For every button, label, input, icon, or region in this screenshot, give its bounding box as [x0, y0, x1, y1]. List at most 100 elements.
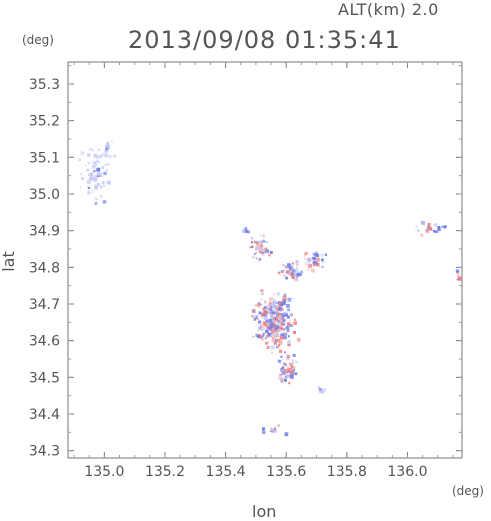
echo-pixel	[263, 314, 266, 317]
echo-pixel	[272, 305, 275, 309]
echo-pixel	[307, 268, 310, 271]
echo-pixel	[264, 341, 269, 345]
echo-pixel	[432, 229, 436, 233]
echo-pixel	[259, 241, 263, 245]
echo-pixel	[280, 368, 283, 371]
x-tick-label: 135.4	[206, 464, 246, 480]
echo-pixel	[269, 430, 272, 433]
echo-pixel	[282, 299, 287, 303]
echo-pixel	[284, 266, 288, 270]
echo-pixel	[437, 226, 441, 229]
echo-pixel	[91, 191, 94, 194]
x-tick-label: 135.6	[266, 464, 306, 480]
echo-pixel	[271, 430, 274, 433]
echo-pixel	[266, 321, 271, 326]
echo-pixel	[282, 296, 287, 300]
echo-pixel	[253, 240, 257, 244]
echo-pixel	[308, 262, 311, 265]
echo-pixel	[99, 185, 103, 189]
echo-pixel	[292, 261, 294, 264]
echo-pixel	[279, 319, 283, 323]
echo-pixel	[270, 334, 275, 339]
echo-pixel	[426, 225, 430, 229]
x-axis-label: lon	[252, 502, 277, 521]
echo-pixel	[273, 314, 276, 317]
echo-pixel	[261, 312, 265, 317]
echo-pixel	[262, 249, 266, 253]
echo-pixel	[80, 173, 83, 176]
echo-pixel	[285, 276, 288, 280]
echo-pixel	[102, 152, 106, 157]
echo-pixel	[264, 337, 267, 340]
echo-pixel	[311, 257, 314, 260]
echo-pixel	[287, 340, 291, 344]
y-ticks: 34.3 34.4 34.5 34.6 34.7 34.8 34.9 35.0 35.1 35.2…	[29, 65, 462, 460]
echo-pixel	[277, 424, 280, 427]
echo-pixel	[90, 176, 93, 180]
echo-pixel	[289, 374, 294, 379]
echo-pixel	[269, 316, 274, 320]
echo-pixel	[275, 301, 278, 304]
echo-pixel	[95, 155, 99, 159]
echo-pixel	[427, 223, 431, 227]
echo-pixel	[273, 319, 277, 324]
echo-pixel	[276, 333, 280, 336]
echo-pixel	[318, 388, 322, 391]
echo-pixel	[106, 144, 110, 149]
x-tick-label: 135.2	[145, 464, 185, 480]
echo-pixel	[268, 301, 272, 305]
echo-pixel	[281, 381, 283, 383]
echo-pixel	[241, 229, 246, 233]
altitude-label: ALT(km) 2.0	[338, 0, 439, 19]
echo-pixel	[274, 341, 277, 345]
echo-pixel	[277, 319, 281, 324]
echo-pixel	[288, 335, 290, 338]
echo-pixel	[307, 258, 311, 263]
echo-pixel	[321, 258, 324, 262]
echo-pixel	[270, 328, 274, 332]
echo-pixel	[261, 430, 266, 435]
echo-pixel	[265, 249, 270, 253]
echo-pixel	[261, 338, 264, 341]
echo-pixel	[293, 331, 296, 334]
echo-pixel	[86, 180, 90, 184]
echo-pixel	[286, 322, 290, 326]
echo-pixel	[261, 325, 265, 330]
echo-pixel	[279, 377, 283, 381]
echo-pixel	[292, 298, 295, 300]
echo-pixel	[104, 154, 108, 157]
echo-pixel	[287, 297, 292, 302]
echo-pixel	[274, 331, 277, 333]
echo-pixel	[102, 181, 105, 184]
echo-pixel	[290, 313, 293, 317]
echo-pixel	[245, 230, 249, 233]
echo-pixel	[275, 307, 279, 311]
y-tick-label: 34.5	[29, 370, 60, 386]
y-tick-label: 34.4	[29, 407, 60, 423]
echo-pixel	[273, 301, 276, 305]
echo-pixel	[257, 329, 259, 332]
echo-pixel	[105, 169, 108, 172]
echo-pixel	[266, 335, 269, 338]
echo-pixel	[96, 167, 101, 172]
echo-pixel	[284, 432, 289, 437]
echo-pixel	[283, 293, 287, 297]
echo-pixel	[279, 374, 282, 377]
echo-pixel	[291, 362, 294, 365]
echo-pixel	[252, 335, 254, 338]
echo-pixel	[312, 257, 316, 261]
echo-pixel	[261, 292, 264, 295]
echo-pixel	[304, 262, 308, 266]
echo-pixel	[281, 366, 285, 369]
echo-pixel	[260, 303, 262, 306]
echo-pixel	[293, 321, 297, 325]
echo-pixel	[96, 198, 99, 201]
echo-pixel	[94, 176, 98, 181]
echo-pixel	[321, 390, 325, 394]
echo-pixel	[254, 304, 257, 307]
echo-pixel	[81, 177, 84, 180]
echo-pixel	[290, 364, 292, 366]
echo-pixel	[277, 328, 281, 331]
echo-pixel	[87, 161, 90, 165]
